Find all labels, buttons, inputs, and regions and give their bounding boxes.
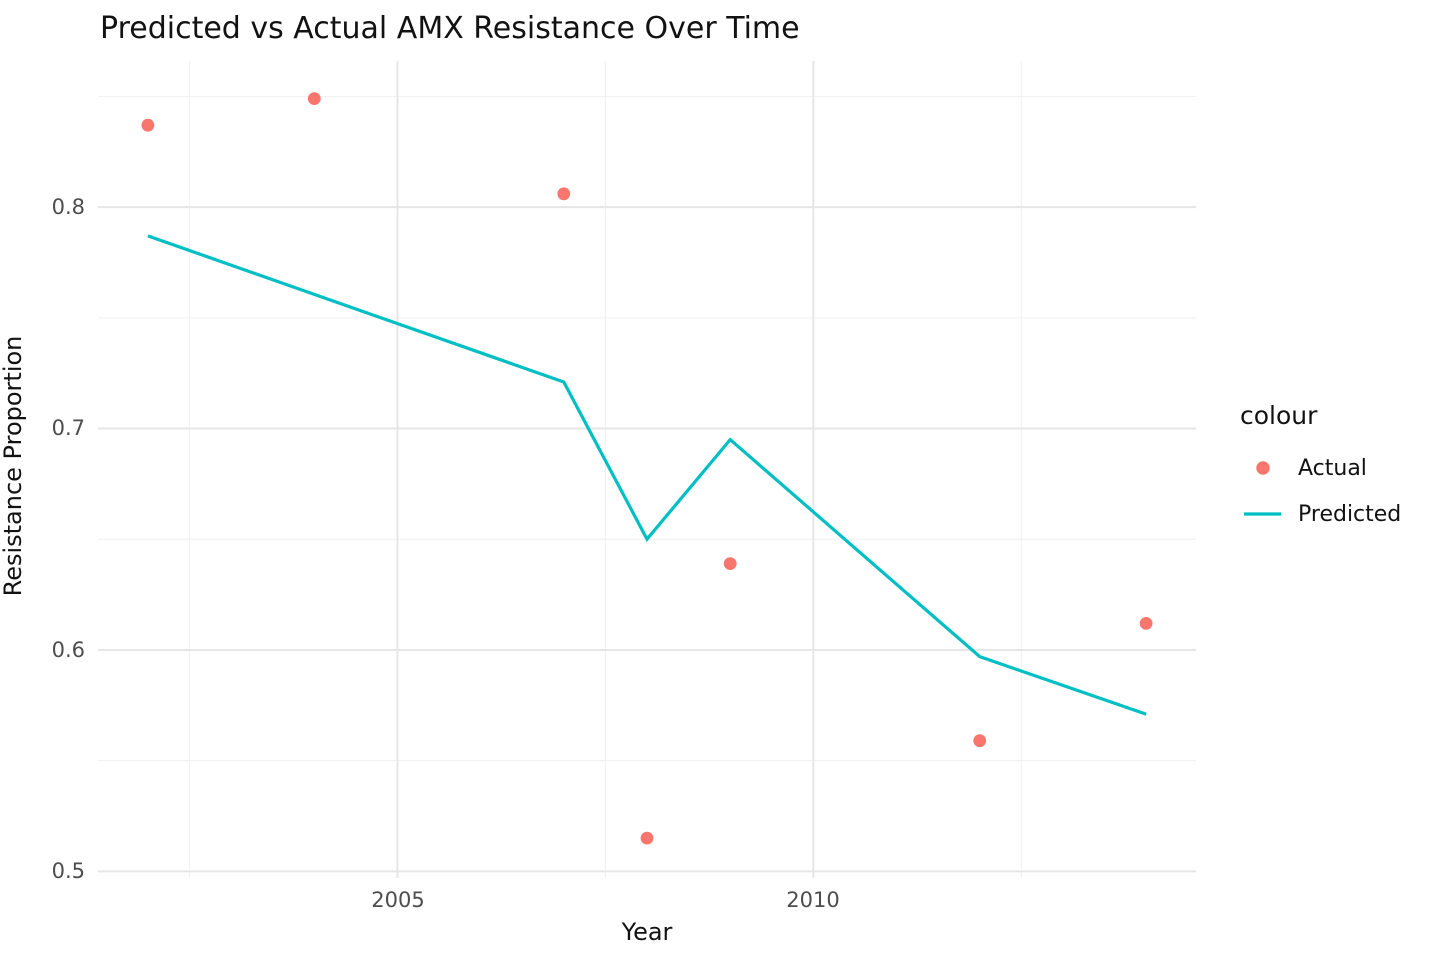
predicted-line-key-icon <box>1240 500 1284 528</box>
predicted-line <box>147 234 1147 716</box>
y-axis-title: Resistance Proportion <box>0 335 27 597</box>
legend-item-label: Actual <box>1298 455 1367 481</box>
actual-point <box>723 557 737 570</box>
actual-point-key-icon <box>1240 454 1284 482</box>
y-tick-label: 0.8 <box>51 195 85 219</box>
y-tick-label: 0.6 <box>51 638 85 662</box>
plot-panel <box>98 61 1196 878</box>
actual-point <box>1139 617 1153 630</box>
actual-point <box>307 92 321 105</box>
actual-point <box>557 187 571 201</box>
legend-title: colour <box>1240 401 1318 430</box>
plot-svg <box>98 61 1196 878</box>
legend: colour Actual Predicted <box>1240 401 1401 546</box>
x-axis-title: Year <box>621 918 673 946</box>
actual-point <box>141 118 155 132</box>
legend-item-predicted: Predicted <box>1240 500 1401 528</box>
y-tick-label: 0.7 <box>51 416 85 440</box>
legend-item-actual: Actual <box>1240 454 1401 482</box>
legend-item-label: Predicted <box>1298 501 1402 527</box>
x-tick-label: 2010 <box>786 888 840 912</box>
y-tick-label: 0.5 <box>51 859 85 883</box>
actual-point <box>973 734 987 748</box>
chart-title: Predicted vs Actual AMX Resistance Over … <box>100 11 800 46</box>
x-tick-label: 2005 <box>371 888 425 912</box>
actual-point <box>640 831 654 845</box>
